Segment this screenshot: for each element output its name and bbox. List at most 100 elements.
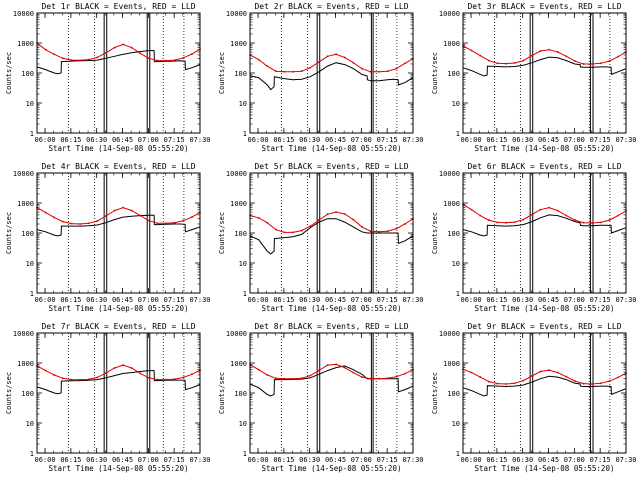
y-tick-label: 100 <box>447 230 460 238</box>
lld-data-point <box>96 56 99 59</box>
lld-data-point <box>531 375 533 377</box>
x-tick-label: 07:30 <box>189 456 210 464</box>
lld-data-point <box>326 55 329 58</box>
x-tick-label: 07:00 <box>351 456 372 464</box>
lld-data-point <box>335 363 337 366</box>
lld-data-point <box>343 213 346 215</box>
lld-data-point <box>522 218 525 221</box>
detector-panel: Det 8r BLACK = Events, RED = LLD 1 10 100 10… <box>218 322 424 473</box>
y-tick-label: 10 <box>239 420 247 428</box>
lld-data-point <box>87 58 90 61</box>
lld-data-point <box>352 61 355 64</box>
lld-data-point <box>182 219 185 222</box>
x-tick-label: 06:15 <box>60 456 81 464</box>
lld-data-point <box>87 378 90 381</box>
lld-data-point <box>156 59 159 62</box>
y-tick-label: 10000 <box>439 330 460 338</box>
y-tick-label: 10000 <box>13 170 34 178</box>
x-tick-label: 07:30 <box>402 296 423 304</box>
lld-data-point <box>343 56 346 59</box>
lld-data-point <box>488 59 490 62</box>
lld-data-point <box>386 377 389 380</box>
lld-data-point <box>343 366 346 369</box>
lld-data-point <box>574 219 576 221</box>
y-tick-label: 1000 <box>443 360 460 368</box>
lld-data-point <box>53 374 56 376</box>
lld-data-point <box>352 371 355 374</box>
lld-data-point <box>62 57 64 60</box>
y-tick-label: 1000 <box>17 360 34 368</box>
x-tick-label: 06:30 <box>512 456 533 464</box>
lld-data-point <box>335 211 337 213</box>
y-tick-label: 10 <box>239 260 247 268</box>
lld-data-point <box>266 65 269 67</box>
lld-data-point <box>309 374 312 377</box>
y-tick-label: 100 <box>447 390 460 398</box>
lld-data-point <box>105 52 107 54</box>
y-tick-label: 1 <box>30 290 34 298</box>
lld-data-point <box>556 209 559 212</box>
lld-data-point <box>156 222 159 225</box>
y-axis-label: Counts/sec <box>431 52 439 94</box>
lld-data-point <box>591 222 593 224</box>
lld-series-line <box>36 42 201 62</box>
lld-data-point <box>122 364 124 366</box>
lld-data-point <box>617 55 619 58</box>
lld-data-point <box>156 378 159 381</box>
lld-data-point <box>283 231 286 234</box>
x-tick-label: 07:15 <box>590 296 611 304</box>
events-series-line <box>36 370 201 395</box>
lld-data-point <box>361 376 363 378</box>
x-tick-label: 06:15 <box>486 296 507 304</box>
lld-data-point <box>70 378 73 381</box>
detector-panel: Det 7r BLACK = Events, RED = LLD 1 10 100 10… <box>5 322 211 473</box>
x-tick-label: 06:45 <box>325 136 346 144</box>
panel-title: Det 7r BLACK = Events, RED = LLD <box>41 322 195 331</box>
x-tick-label: 07:00 <box>351 296 372 304</box>
y-tick-label: 1000 <box>17 40 34 48</box>
lld-data-point <box>470 371 473 374</box>
x-tick-label: 06:15 <box>60 136 81 144</box>
lld-data-point <box>292 377 294 380</box>
lld-data-point <box>318 61 320 63</box>
y-tick-label: 10 <box>452 420 460 428</box>
y-tick-label: 1 <box>456 450 460 458</box>
y-tick-label: 1 <box>456 290 460 298</box>
y-tick-label: 10000 <box>13 330 34 338</box>
lld-data-point <box>496 62 499 65</box>
x-tick-label: 06:00 <box>461 136 482 144</box>
lld-data-point <box>378 70 380 73</box>
lld-data-point <box>386 70 389 72</box>
y-axis-label: Counts/sec <box>5 372 13 414</box>
lld-data-point <box>191 373 193 376</box>
lld-data-point <box>292 231 294 234</box>
y-tick-label: 10 <box>26 420 34 428</box>
lld-series-line <box>462 203 627 224</box>
x-tick-label: 06:15 <box>486 136 507 144</box>
events-series-line <box>249 62 414 91</box>
lld-data-point <box>62 377 64 380</box>
x-axis-label: Start Time (14-Sep-08 05:55:20) <box>49 304 189 313</box>
lld-data-point <box>275 228 277 231</box>
lld-data-point <box>292 70 294 73</box>
lld-data-point <box>539 370 542 373</box>
y-tick-label: 10 <box>452 100 460 108</box>
detector-panel: Det 1r BLACK = Events, RED = LLD 1 10 100 10… <box>5 2 211 153</box>
lld-series-line <box>462 368 627 385</box>
lld-data-point <box>608 60 611 62</box>
x-tick-label: 06:00 <box>461 296 482 304</box>
x-tick-label: 06:15 <box>273 456 294 464</box>
lld-data-point <box>165 378 167 381</box>
x-tick-label: 06:45 <box>538 456 559 464</box>
y-tick-label: 1 <box>243 130 247 138</box>
lld-data-point <box>173 59 176 61</box>
y-axis-label: Counts/sec <box>218 212 226 254</box>
x-tick-label: 07:30 <box>615 296 636 304</box>
lld-data-point <box>361 67 363 70</box>
detector-panel: Det 6r BLACK = Events, RED = LLD 1 10 100 10… <box>431 162 637 313</box>
plot-frame <box>249 12 414 134</box>
y-tick-label: 1 <box>456 130 460 138</box>
x-tick-label: 07:15 <box>377 456 398 464</box>
plot-frame <box>36 12 201 134</box>
x-axis-label: Start Time (14-Sep-08 05:55:20) <box>475 304 615 313</box>
